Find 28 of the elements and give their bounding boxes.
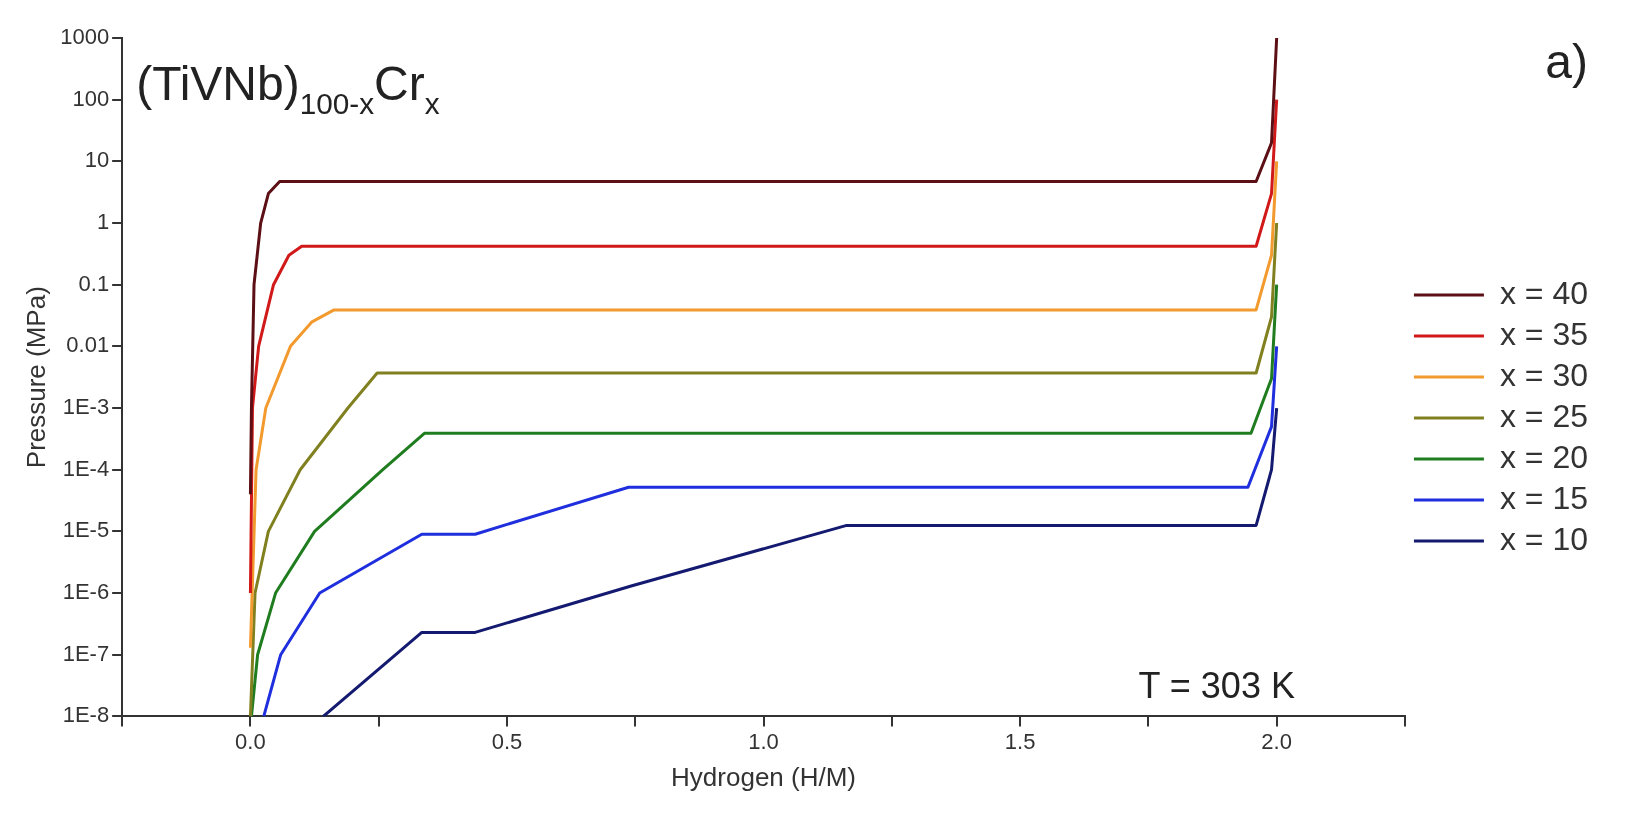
y-tick-label: 1E-3	[62, 394, 110, 420]
legend-label: x = 25	[1499, 397, 1588, 434]
x-axis-title: Hydrogen (H/M)	[671, 761, 857, 792]
y-tick-label: 100	[72, 85, 110, 111]
y-tick-label: 1E-5	[62, 517, 110, 543]
y-tick-label: 1E-4	[62, 455, 110, 481]
legend-label: x = 10	[1499, 520, 1588, 557]
y-tick-label: 1	[96, 209, 110, 235]
x-tick-label: 1.5	[1004, 728, 1036, 754]
y-tick-label: 0.01	[66, 332, 110, 358]
x-tick-label: 1.0	[748, 728, 779, 754]
x-tick-label: 2.0	[1261, 728, 1292, 754]
y-tick-label: 0.1	[78, 270, 110, 296]
x-tick-label: 0.5	[491, 728, 523, 754]
y-axis-title: Pressure (MPa)	[20, 286, 51, 469]
legend-label: x = 15	[1499, 479, 1588, 516]
y-tick-label: 1000	[60, 24, 110, 50]
y-tick-label: 1E-8	[62, 702, 110, 728]
text: a)	[1545, 35, 1588, 88]
x-tick-label: 0.0	[235, 728, 266, 754]
annotation: T = 303 K	[1138, 665, 1295, 707]
y-tick-label: 1E-6	[62, 579, 110, 605]
y-tick-label: 10	[84, 147, 110, 173]
legend-label: x = 30	[1499, 356, 1588, 393]
y-tick-label: 1E-7	[62, 640, 110, 666]
legend-label: x = 40	[1499, 274, 1588, 311]
legend-label: x = 35	[1499, 315, 1588, 352]
legend-label: x = 20	[1499, 438, 1588, 475]
